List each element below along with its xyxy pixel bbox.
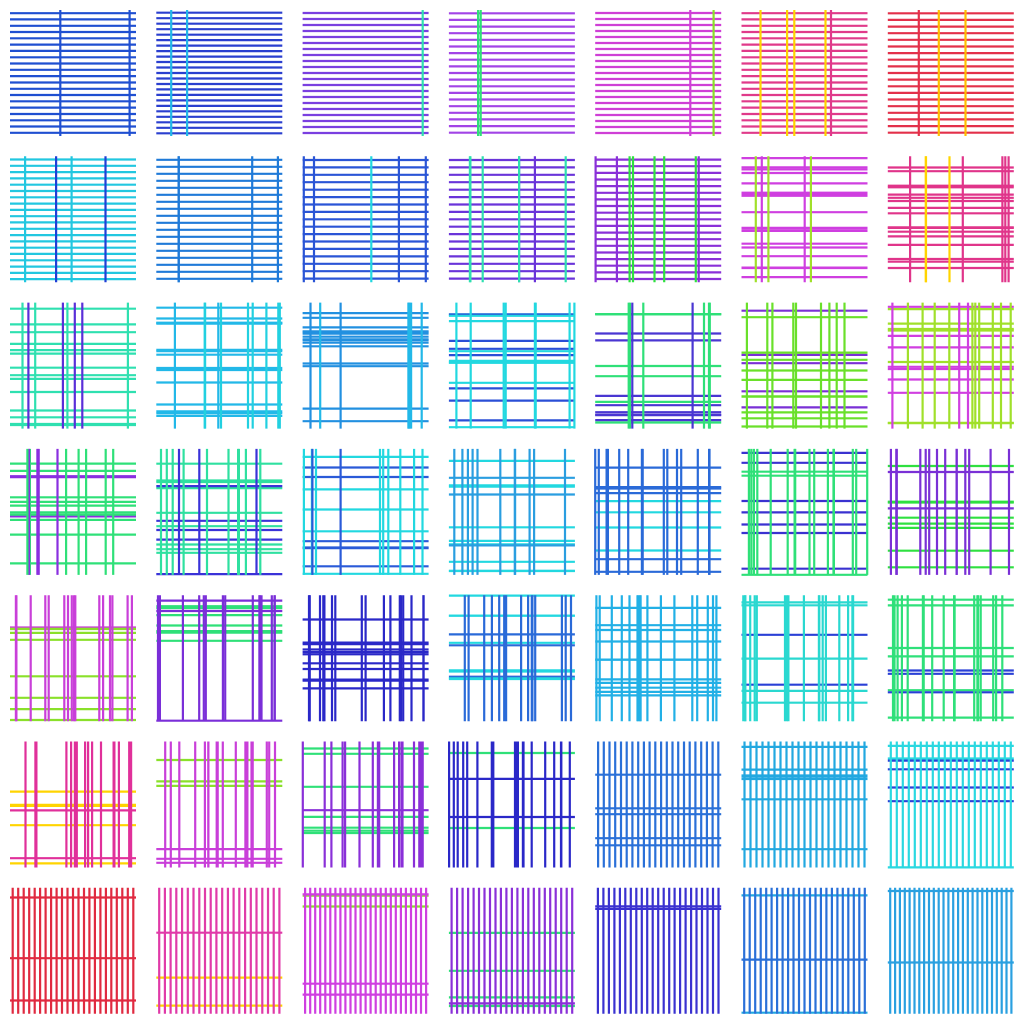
pattern-tile-r6-c7 — [887, 741, 1014, 869]
pattern-tile-r6-c5 — [595, 741, 722, 868]
pattern-tile-r1-c2 — [156, 10, 283, 136]
pattern-tile-r7-c7 — [887, 887, 1014, 1014]
pattern-tile-r6-c3 — [301, 741, 429, 868]
pattern-tile-r7-c5 — [595, 887, 722, 1014]
pattern-tile-r7-c4 — [448, 887, 575, 1014]
pattern-tile-r4-c4 — [448, 448, 575, 575]
pattern-tile-r7-c3 — [302, 887, 429, 1014]
pattern-tile-r1-c3 — [302, 10, 429, 136]
pattern-tile-r3-c4 — [448, 302, 576, 429]
pattern-tile-r4-c3 — [302, 448, 429, 575]
pattern-tile-r6-c4 — [448, 741, 575, 868]
pattern-tile-r3-c6 — [741, 302, 868, 429]
pattern-tile-r1-c6 — [741, 10, 868, 136]
pattern-tile-r4-c2 — [156, 448, 283, 576]
pattern-tile-r2-c2 — [156, 156, 283, 283]
pattern-tile-r3-c1 — [10, 302, 136, 429]
pattern-tile-r6-c1 — [10, 741, 136, 868]
pattern-tile-r3-c5 — [595, 302, 722, 429]
pattern-tile-r2-c7 — [887, 156, 1014, 283]
pattern-tile-r2-c1 — [10, 156, 136, 283]
pattern-tile-r7-c2 — [156, 887, 283, 1014]
pattern-tile-r7-c1 — [10, 887, 136, 1014]
pattern-tile-r3-c2 — [156, 302, 283, 429]
pattern-tile-r5-c1 — [10, 595, 136, 722]
pattern-tile-r2-c6 — [741, 156, 868, 283]
pattern-tile-r6-c6 — [741, 741, 868, 868]
pattern-tile-r5-c7 — [887, 595, 1014, 722]
pattern-tile-r2-c4 — [448, 156, 575, 283]
pattern-tile-r5-c4 — [448, 594, 575, 722]
pattern-tile-r2-c5 — [594, 156, 722, 283]
pattern-tile-r4-c5 — [594, 448, 722, 575]
pattern-tile-r3-c7 — [887, 302, 1014, 429]
pattern-tile-r1-c5 — [595, 10, 722, 136]
pattern-tile-r1-c7 — [887, 10, 1014, 136]
pattern-tile-r1-c4 — [448, 10, 575, 136]
pattern-tile-r5-c2 — [156, 595, 283, 722]
pattern-tile-r4-c6 — [741, 448, 869, 576]
pattern-tile-r5-c5 — [595, 595, 722, 722]
pattern-tile-r4-c7 — [887, 448, 1014, 575]
pattern-tile-r5-c6 — [741, 595, 868, 722]
pattern-tile-r7-c6 — [741, 887, 868, 1014]
pattern-tile-r2-c3 — [302, 156, 429, 283]
pattern-tile-r1-c1 — [10, 10, 136, 136]
pattern-tile-r3-c3 — [302, 302, 429, 429]
pattern-tile-r5-c3 — [302, 595, 429, 722]
pattern-tile-r6-c2 — [156, 741, 283, 868]
pattern-tile-r4-c1 — [10, 448, 136, 575]
